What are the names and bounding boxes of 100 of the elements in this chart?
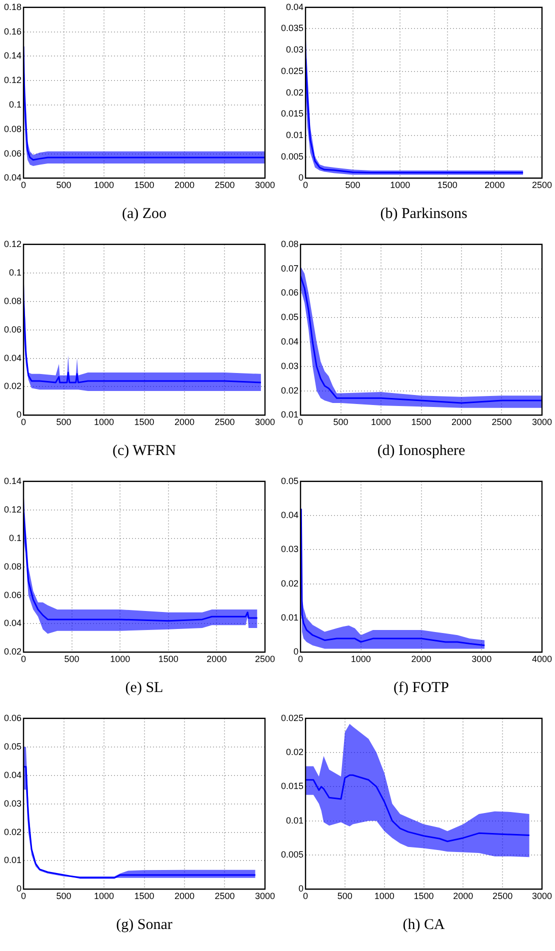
y-tick-label: 0.16	[4, 26, 22, 36]
y-tick-label: 0.01	[4, 855, 22, 866]
y-tick-label: 0.01	[286, 815, 304, 826]
x-tick-label: 1000	[110, 654, 130, 664]
y-tick-label: 0.08	[4, 124, 22, 134]
y-tick-label: 0.005	[280, 151, 304, 162]
x-tick-label: 1500	[437, 180, 458, 190]
x-tick-label: 1000	[94, 417, 114, 428]
x-axis-title: (d) Ionosphere	[377, 442, 466, 459]
x-tick-label: 500	[56, 180, 72, 190]
y-tick-label: 0.05	[280, 312, 299, 322]
x-tick-label: 1500	[134, 180, 154, 190]
y-tick-label: 0.03	[286, 44, 304, 55]
y-tick-label: 0.18	[4, 2, 22, 12]
y-tick-label: 0.01	[286, 130, 304, 140]
y-tick-label: 0.02	[4, 826, 22, 837]
x-tick-label: 3000	[472, 654, 492, 664]
y-tick-label: 0.025	[280, 712, 304, 723]
y-tick-label: 0.04	[4, 770, 22, 780]
x-tick-label: 2000	[174, 417, 195, 428]
x-tick-label: 2000	[453, 891, 474, 902]
x-tick-label: 2500	[532, 180, 552, 190]
x-tick-label: 3000	[254, 417, 276, 428]
y-tick-label: 0.04	[286, 2, 304, 12]
x-axis-title: (a) Zoo	[122, 206, 167, 222]
y-tick-label: 0.02	[4, 646, 22, 657]
y-tick-label: 0.01	[280, 612, 299, 623]
y-tick-label: 0	[298, 172, 304, 183]
y-tick-label: 0.05	[4, 741, 22, 752]
y-tick-label: 0.035	[280, 23, 304, 34]
y-tick-label: 0.04	[4, 172, 22, 183]
x-tick-label: 500	[337, 891, 352, 902]
x-tick-label: 2000	[451, 417, 472, 428]
x-axis-title: (g) Sonar	[116, 916, 172, 933]
y-tick-label: 0.06	[4, 590, 22, 600]
x-tick-label: 1500	[414, 891, 434, 902]
y-tick-label: 0.14	[4, 476, 22, 486]
x-tick-label: 500	[345, 180, 360, 190]
x-tick-label: 500	[56, 417, 72, 428]
x-tick-label: 2500	[254, 654, 276, 664]
x-tick-label: 1000	[370, 417, 392, 428]
y-tick-label: 0.06	[4, 148, 22, 158]
y-tick-label: 0.005	[280, 850, 304, 860]
x-tick-label: 1000	[390, 180, 410, 190]
y-tick-label: 0.1	[9, 267, 22, 278]
y-tick-label: 0.1	[9, 532, 22, 543]
y-tick-label: 0.1	[9, 99, 22, 110]
x-tick-label: 1500	[134, 891, 154, 902]
x-tick-label: 3000	[254, 891, 276, 902]
y-tick-label: 0.04	[280, 510, 299, 520]
y-tick-label: 0.04	[280, 336, 299, 346]
y-tick-label: 0.12	[4, 75, 22, 86]
y-tick-label: 0.08	[280, 238, 299, 249]
y-tick-label: 0	[16, 884, 22, 894]
x-tick-label: 4000	[532, 654, 552, 664]
x-tick-label: 2500	[492, 417, 512, 428]
x-tick-label: 2000	[174, 180, 195, 190]
x-tick-label: 2500	[214, 417, 235, 428]
y-tick-label: 0.02	[280, 578, 299, 588]
y-tick-label: 0	[294, 646, 299, 657]
y-tick-label: 0.02	[286, 747, 304, 758]
y-tick-label: 0.03	[280, 544, 299, 554]
y-tick-label: 0.025	[280, 66, 304, 76]
y-tick-label: 0.03	[4, 798, 22, 808]
y-tick-label: 0.06	[4, 324, 22, 334]
x-tick-label: 1500	[411, 417, 432, 428]
y-tick-label: 0.01	[280, 410, 299, 420]
x-axis-title: (h) CA	[402, 916, 445, 933]
y-tick-label: 0.02	[286, 87, 304, 98]
x-tick-label: 1000	[350, 654, 371, 664]
x-axis-title: (f) FOTP	[394, 680, 449, 696]
y-tick-label: 0.05	[280, 476, 299, 486]
y-tick-label: 0.015	[280, 108, 304, 119]
y-tick-label: 0.08	[4, 296, 22, 306]
x-tick-label: 2500	[492, 891, 513, 902]
x-tick-label: 2000	[411, 654, 432, 664]
x-tick-label: 2500	[214, 180, 235, 190]
x-tick-label: 3000	[254, 180, 276, 190]
x-axis-title: (b) Parkinsons	[380, 206, 468, 222]
x-tick-label: 2500	[214, 891, 235, 902]
y-tick-label: 0.02	[4, 381, 22, 392]
x-axis-title: (e) SL	[125, 680, 164, 696]
x-tick-label: 3000	[532, 417, 552, 428]
y-tick-label: 0.04	[4, 352, 22, 363]
y-tick-label: 0.015	[280, 781, 304, 792]
y-tick-label: 0.06	[280, 288, 299, 298]
x-tick-label: 1000	[94, 180, 114, 190]
x-tick-label: 2000	[484, 180, 505, 190]
x-tick-label: 1000	[94, 891, 114, 902]
y-tick-label: 0	[16, 410, 22, 420]
x-tick-label: 500	[56, 891, 72, 902]
y-tick-label: 0.06	[4, 712, 22, 723]
y-tick-label: 0	[298, 884, 304, 894]
x-tick-label: 1500	[134, 417, 154, 428]
y-tick-label: 0.14	[4, 50, 22, 61]
y-tick-label: 0.03	[280, 360, 299, 371]
y-tick-label: 0.07	[280, 263, 299, 274]
x-tick-label: 500	[64, 654, 80, 664]
y-tick-label: 0.08	[4, 561, 22, 572]
y-tick-label: 0.02	[280, 385, 299, 396]
